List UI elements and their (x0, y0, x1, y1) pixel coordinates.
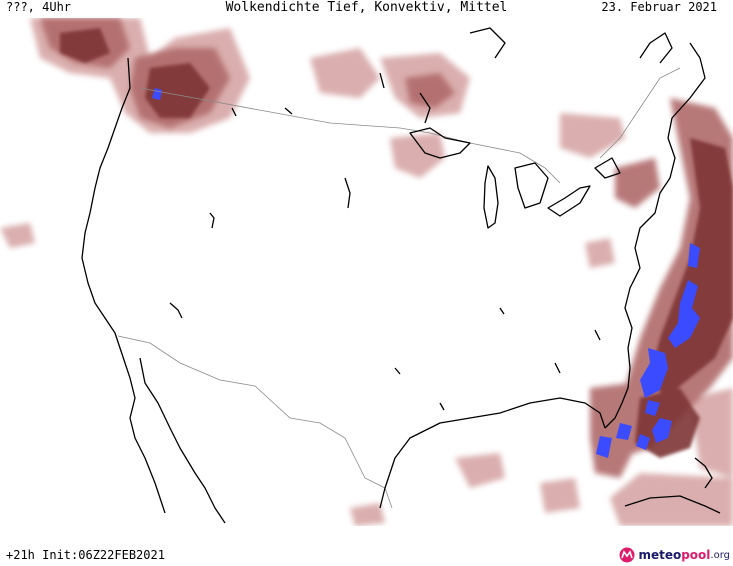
map-title: Wolkendichte Tief, Konvektiv, Mittel (225, 0, 508, 15)
forecast-time-label: ???, 4Uhr (6, 0, 72, 14)
logo-icon (619, 547, 635, 563)
run-info: +21h Init:06Z22FEB2021 (6, 548, 165, 562)
cloud-layer-medium (40, 18, 733, 478)
meteopool-logo: meteo pool .org (619, 545, 730, 565)
coastlines (81, 27, 721, 524)
brand-part-pool: pool (681, 548, 711, 562)
forecast-date: 23. Februar 2021 (601, 0, 717, 14)
political-borders (117, 67, 681, 509)
brand-part-org: .org (710, 549, 730, 561)
convective-areas (152, 88, 700, 458)
cloud-density-map (0, 18, 733, 526)
brand-part-meteo: meteo (638, 548, 682, 562)
